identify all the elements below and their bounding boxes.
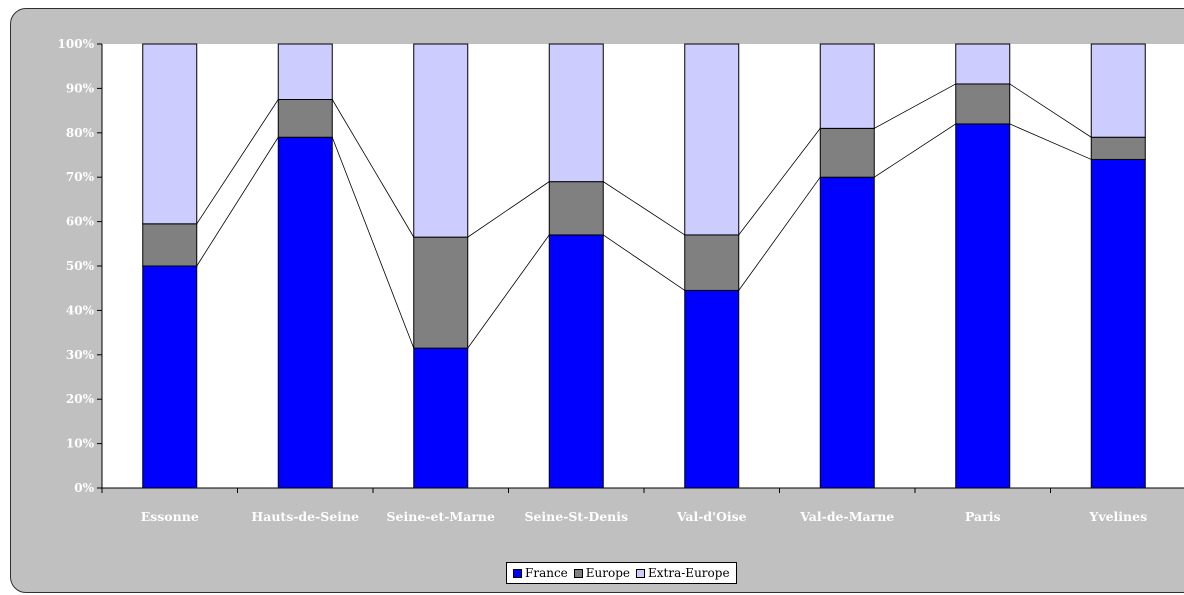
series-line-europe-2	[331, 99, 415, 238]
x-tick-label: Essonne	[141, 509, 199, 524]
bar-europe-2	[277, 99, 333, 138]
bar-france-3	[413, 347, 469, 489]
legend-entry-extra-europe: Extra-Europe	[636, 566, 730, 580]
y-tick-label: 50%	[66, 259, 95, 273]
bar-europe-7	[955, 83, 1011, 125]
series-line-europe-5	[738, 128, 821, 236]
bar-europe-1	[142, 223, 198, 267]
plot-background	[102, 44, 1184, 488]
x-tick-label: Paris	[965, 509, 1001, 524]
legend-label: Extra-Europe	[648, 566, 730, 580]
bar-extra-europe-2	[277, 43, 333, 100]
y-tick-label: 40%	[66, 303, 95, 317]
bar-france-5	[684, 289, 740, 489]
bar-extra-europe-5	[684, 43, 740, 236]
bar-france-2	[277, 136, 333, 489]
series-line-europe-3	[467, 181, 550, 238]
series-line-france-3	[467, 234, 550, 349]
series-line-france-4	[603, 234, 685, 291]
bar-extra-europe-4	[548, 43, 604, 183]
bar-europe-3	[413, 236, 469, 349]
y-tick-label: 80%	[66, 126, 95, 140]
plot-area	[102, 44, 1184, 488]
series-line-france-7	[1009, 123, 1092, 160]
legend-swatch	[636, 568, 646, 578]
x-tick-label: Seine-et-Marne	[387, 509, 495, 524]
y-tick-label: 30%	[66, 348, 95, 362]
legend-swatch	[513, 568, 522, 578]
series-line-france-6	[874, 123, 956, 178]
bar-europe-4	[548, 181, 604, 236]
bar-extra-europe-7	[955, 43, 1011, 85]
series-line-europe-7	[1009, 83, 1092, 138]
bar-extra-europe-3	[413, 43, 469, 238]
y-tick-label: 10%	[66, 437, 95, 451]
series-line-france-2	[331, 137, 415, 349]
bar-france-4	[548, 234, 604, 489]
y-tick-label: 90%	[66, 81, 95, 95]
bar-extra-europe-8	[1090, 43, 1146, 138]
y-tick-label: 0%	[74, 481, 94, 495]
bar-france-8	[1090, 158, 1146, 489]
axes: 0% 10% 20% 30% 40% 50% 60% 70% 80% 90% 100% Essonne…	[58, 37, 1184, 524]
x-tick-label: Yvelines	[1088, 509, 1147, 524]
bar-europe-6	[819, 127, 875, 178]
legend-swatch	[573, 568, 583, 578]
series-line-europe-4	[603, 181, 685, 236]
x-tick-label: Seine-St-Denis	[524, 509, 628, 524]
bar-extra-europe-1	[142, 43, 198, 225]
series-line-france-1	[196, 137, 279, 267]
series-line-europe-6	[874, 83, 956, 129]
x-tick-label: Val-d'Oise	[676, 509, 747, 524]
bar-france-6	[819, 176, 875, 489]
series-line-europe-1	[196, 99, 279, 225]
legend-entry-europe: Europe	[573, 566, 631, 580]
y-tick-label: 100%	[58, 37, 95, 51]
legend-label: Europe	[585, 566, 631, 580]
legend-entry-france: France	[513, 566, 568, 580]
legend: France Europe Extra-Europe	[506, 562, 737, 584]
series-line-france-5	[738, 176, 821, 291]
y-tick-label: 70%	[66, 170, 95, 184]
series-lines	[196, 83, 1092, 349]
bars	[142, 43, 1146, 489]
bar-europe-8	[1090, 136, 1146, 160]
bar-europe-5	[684, 234, 740, 291]
y-tick-label: 20%	[66, 392, 95, 406]
bar-france-1	[142, 265, 198, 489]
x-tick-label: Hauts-de-Seine	[251, 509, 359, 524]
y-tick-label: 60%	[66, 215, 95, 229]
bar-france-7	[955, 123, 1011, 489]
bar-extra-europe-6	[819, 43, 875, 129]
legend-label: France	[525, 566, 568, 580]
x-tick-label: Val-de-Marne	[799, 509, 894, 524]
